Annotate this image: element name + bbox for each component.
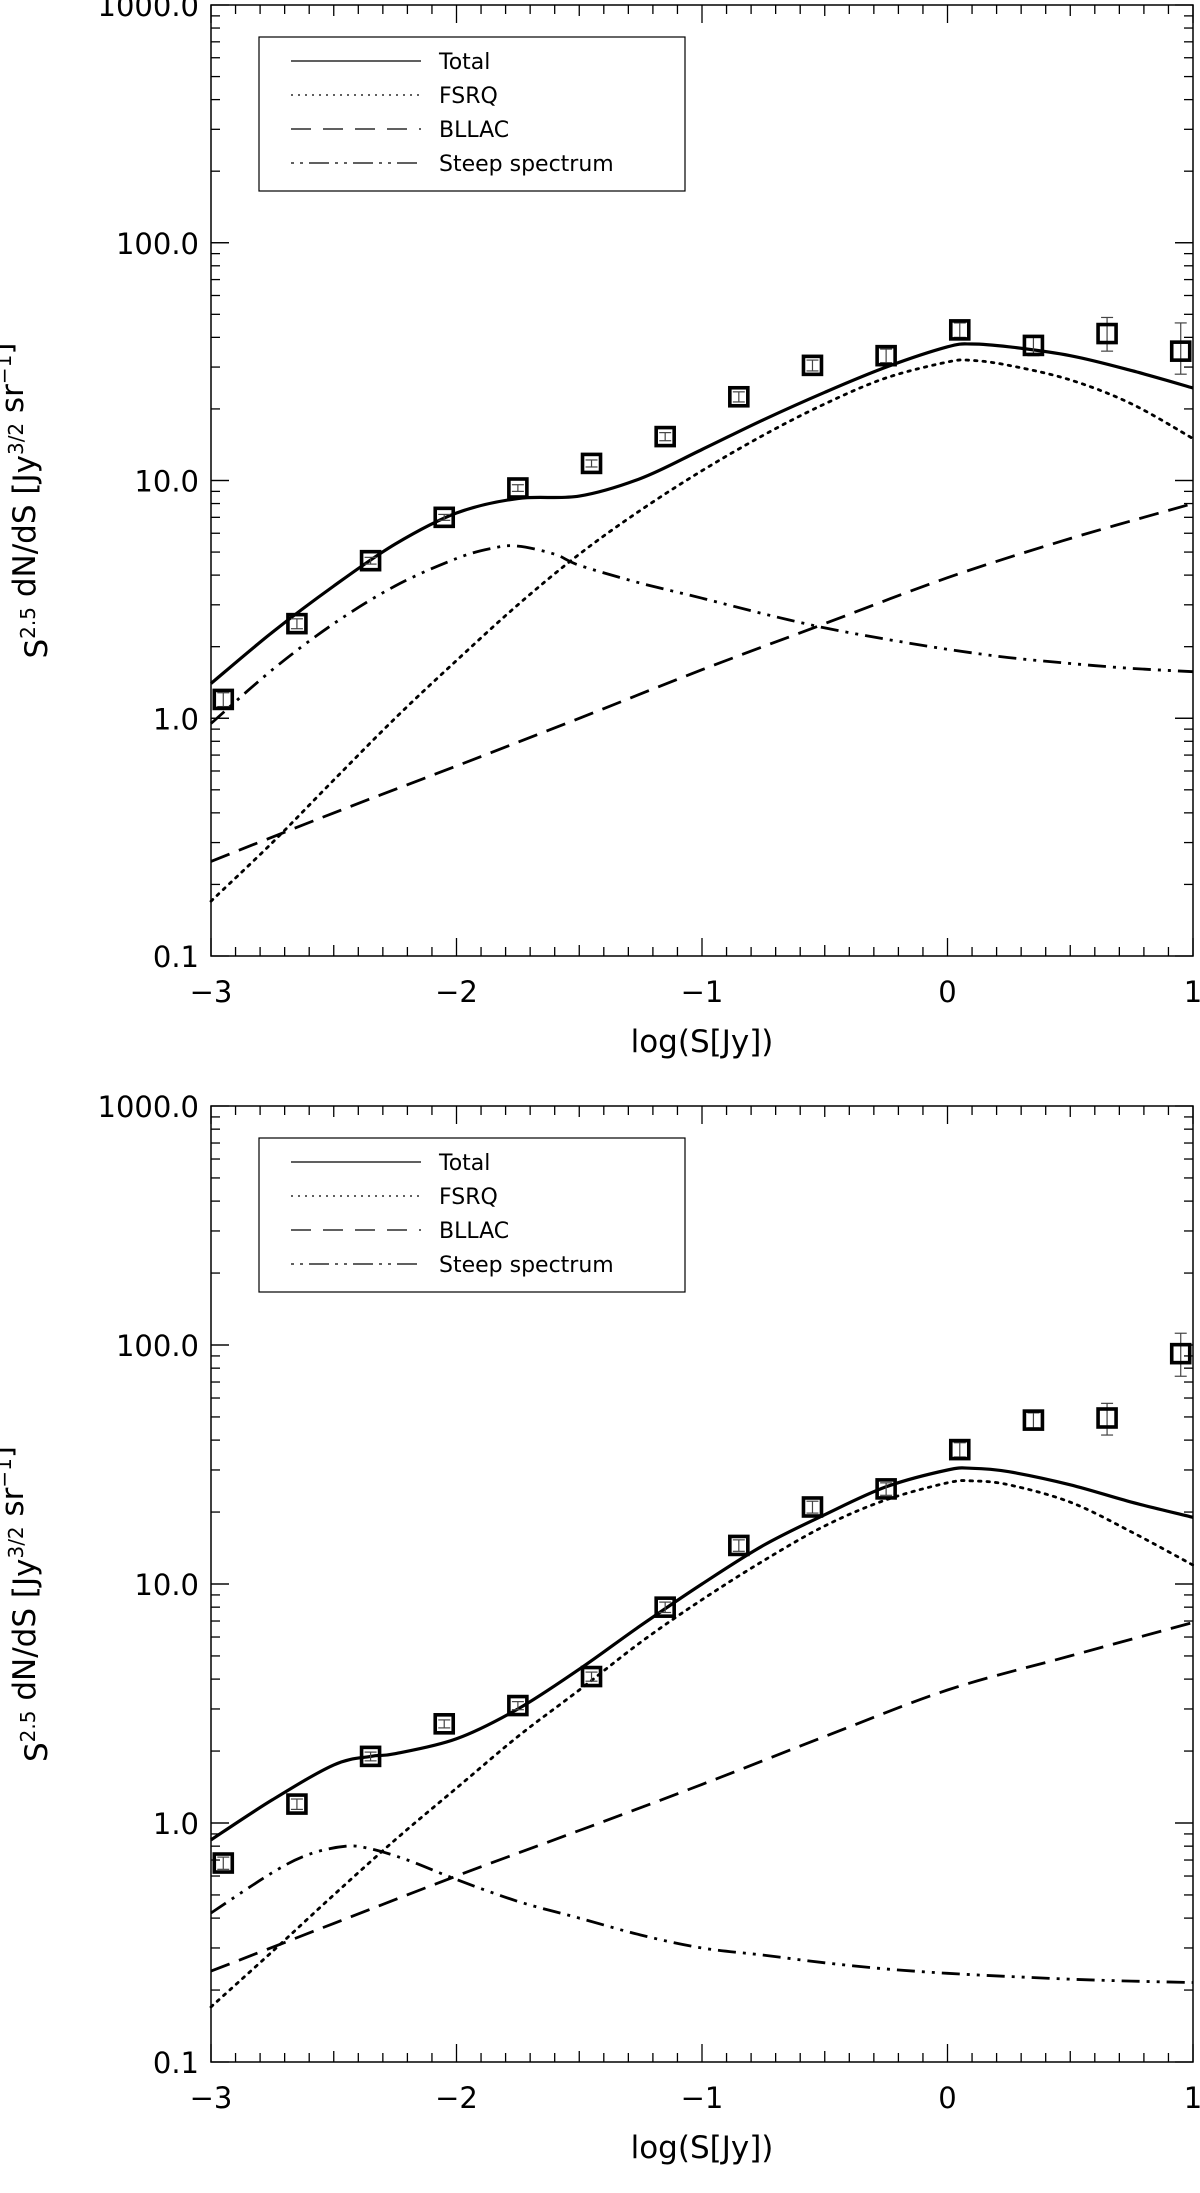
data-point: [654, 425, 676, 448]
x-tick-label: −2: [435, 975, 478, 1009]
legend-label: Total: [438, 1151, 490, 1176]
y-tick-label: 100.0: [116, 227, 199, 261]
series-line-total: [209, 342, 1194, 685]
x-tick-label: 1: [1184, 2081, 1200, 2115]
x-tick-label: 1: [1184, 975, 1200, 1009]
legend: Total FSRQ BLLAC Steep spectrum: [258, 1137, 686, 1293]
data-point: [875, 344, 897, 367]
legend-box: [258, 36, 686, 192]
x-tick-label: −1: [681, 975, 724, 1009]
series-line-fsrq: [209, 1479, 1195, 2009]
legend-label: FSRQ: [439, 84, 498, 109]
chart-panel-bottom: −3 −2 −1 0 1 1000.0 100.0 10.0 1.0 0.1 log(S[Jy]) S…: [0, 1090, 1200, 2166]
y-tick-label: 1.0: [153, 702, 199, 736]
data-point: [1169, 340, 1192, 362]
data-point: [359, 549, 382, 572]
data-point: [580, 1665, 603, 1688]
legend-label: BLLAC: [439, 118, 509, 143]
y-tick-label: 1.0: [153, 1807, 199, 1841]
data-point: [359, 1745, 382, 1768]
x-tick-label: 0: [938, 2081, 956, 2115]
series-line-bllac: [210, 502, 1194, 863]
y-tick-label: 0.1: [153, 940, 199, 974]
y-tick-label: 1000.0: [98, 0, 199, 23]
data-point: [433, 1713, 456, 1735]
x-tick-label: −3: [190, 975, 233, 1009]
legend-label: Total: [438, 50, 490, 75]
data-point: [1096, 322, 1118, 345]
data-point: [801, 354, 824, 377]
data-point: [1169, 1342, 1192, 1365]
y-axis-title: S2.5 dN/dS [Jy3/2 sr−1]: [0, 343, 55, 659]
data-point: [212, 1852, 235, 1874]
legend-label: Steep spectrum: [439, 152, 614, 177]
data-point: [875, 1478, 897, 1500]
series-line-steep-spectrum: [210, 1844, 1194, 1984]
data-point: [1022, 334, 1045, 357]
data-point: [212, 688, 235, 711]
y-tick-label: 10.0: [134, 1568, 199, 1602]
legend-label: Steep spectrum: [439, 1253, 614, 1278]
x-axis-title: log(S[Jy]): [631, 1024, 774, 1060]
data-point: [1096, 1407, 1118, 1429]
data-point: [801, 1496, 824, 1518]
y-tick-label: 1000.0: [98, 1090, 199, 1124]
x-axis-title: log(S[Jy]): [631, 2130, 774, 2166]
x-tick-label: −2: [435, 2081, 478, 2115]
y-tick-label: 10.0: [134, 465, 199, 499]
x-tick-label: −1: [681, 2081, 724, 2115]
legend-box: [258, 1137, 686, 1293]
data-point: [507, 477, 529, 499]
data-point: [654, 1596, 676, 1618]
data-point: [948, 319, 971, 341]
data-point: [1022, 1409, 1045, 1431]
series-line-bllac: [210, 1621, 1194, 1973]
legend-label: FSRQ: [439, 1185, 498, 1210]
series-line-steep-spectrum: [210, 544, 1194, 725]
data-point: [507, 1694, 529, 1717]
legend-label: BLLAC: [439, 1219, 509, 1244]
y-tick-label: 100.0: [116, 1329, 199, 1363]
data-point: [286, 1793, 308, 1815]
series-line-fsrq: [209, 358, 1195, 903]
data-point: [728, 1534, 750, 1557]
data-point: [286, 612, 308, 635]
data-point: [433, 506, 456, 529]
legend: Total FSRQ BLLAC Steep spectrum: [258, 36, 686, 192]
data-point: [948, 1438, 971, 1461]
data-point: [580, 452, 603, 475]
data-point: [728, 385, 750, 408]
chart-panel-top: −3 −2 −1 0 1 1000.0 100.0 10.0 1.0 0.1 log(S[Jy]) S…: [0, 0, 1200, 1060]
x-tick-label: −3: [190, 2081, 233, 2115]
x-tick-label: 0: [938, 975, 956, 1009]
y-tick-label: 0.1: [153, 2046, 199, 2080]
y-axis-title: S2.5 dN/dS [Jy3/2 sr−1]: [0, 1446, 55, 1762]
